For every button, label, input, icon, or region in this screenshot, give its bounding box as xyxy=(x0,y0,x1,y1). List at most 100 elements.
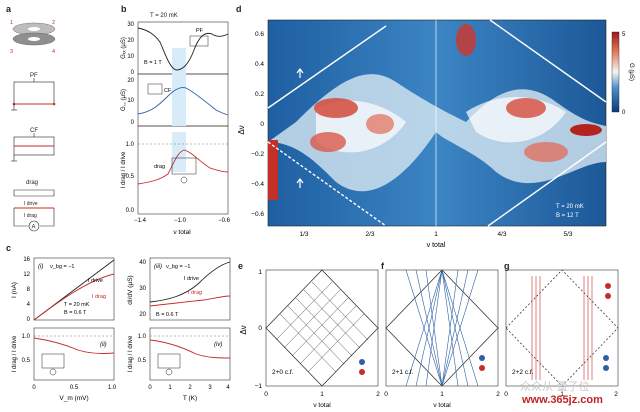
b-drag-label: drag xyxy=(154,164,165,170)
b-ytick-7: 0 xyxy=(131,120,135,126)
b-pf-label: PF xyxy=(196,28,204,34)
b-field-label: B = 1 T xyxy=(144,60,162,66)
b-ytick-6: 10 xyxy=(127,98,134,104)
efg-ylabel: Δν xyxy=(239,325,248,334)
g-xtick-1: 0 xyxy=(504,391,508,398)
gcc-curve xyxy=(137,87,229,116)
layer-dot-icon-f xyxy=(479,355,485,371)
c-idrive-label-2: I drive xyxy=(184,276,199,282)
b-ytick-9: 0.5 xyxy=(126,174,135,180)
c-xtick-r-4: 3 xyxy=(208,385,212,391)
d-xtick-4: 4/3 xyxy=(497,231,506,238)
panel-d-heatmap: 5 0 G (μS) 0.6 0.4 0.2 0 −0.2 −0.4 −0.6 … xyxy=(237,19,634,249)
g-xtick-3: 2 xyxy=(614,391,618,398)
c-ytick-iii-3: 20 xyxy=(139,312,146,318)
c-temp-label: T = 20 mK xyxy=(64,302,90,308)
c-i-label: (i) xyxy=(38,264,43,270)
c-xtick-l-1: 0 xyxy=(32,385,36,391)
c-field-label-1: B = 0.6 T xyxy=(64,310,87,316)
d-ytick-2: 0.4 xyxy=(255,61,264,68)
panel-label-b: b xyxy=(121,4,127,14)
b-ytick-8: 1.0 xyxy=(126,142,135,148)
c-field-label-2: B = 0.6 T xyxy=(156,312,179,318)
panel-efg-plots: 1 0 −1 Δν 0 1 2 0 1 2 0 1 2 ν total ν to… xyxy=(239,269,619,409)
b-xtick-3: −0.6 xyxy=(218,218,231,224)
c-xtick-r-5: 4 xyxy=(226,385,230,391)
f-xtick-1: 0 xyxy=(384,391,388,398)
f-xtick-2: 1 xyxy=(440,391,444,398)
panel-b-plots: 30 20 10 0 20 10 0 1.0 0.5 0.0 −1.4 −1.0… xyxy=(121,21,231,236)
c-ytick-i-4: 4 xyxy=(27,302,31,308)
b-xlabel: ν total xyxy=(173,229,191,236)
c-ylabel-i: I (nA) xyxy=(11,282,18,298)
e-xtick-2: 1 xyxy=(320,391,324,398)
panel-label-f: f xyxy=(381,261,384,271)
d-colorbar xyxy=(611,31,620,113)
panel-label-d: d xyxy=(236,4,242,14)
g-cf-label: 2+2 c.f. xyxy=(512,369,534,376)
contact-label-3: 3 xyxy=(10,49,13,55)
c-xtick-r-3: 2 xyxy=(188,385,192,391)
c-ytick-i-3: 8 xyxy=(27,287,31,293)
contact-label-1: 1 xyxy=(10,20,13,26)
panel-label-e: e xyxy=(238,261,244,271)
d-ytick-5: −0.2 xyxy=(251,151,264,158)
c-i-drag-curve xyxy=(33,273,115,321)
d-red-blob xyxy=(314,98,358,118)
d-ylabel: Δν xyxy=(237,125,246,134)
c-ytick-iii-1: 40 xyxy=(139,260,146,266)
c-ytick-lo-r-2: 0.5 xyxy=(138,358,147,364)
panel-label-g: g xyxy=(504,261,510,271)
c-vbg-label: ν_bg = −1 xyxy=(50,264,74,270)
b-ytick-4: 0 xyxy=(131,70,135,76)
b-ylabel-2: G꜀꜀ (μS) xyxy=(121,89,127,111)
layer-dot-icon-g xyxy=(603,283,611,371)
b-ytick-5: 20 xyxy=(127,78,134,84)
d-ytick-1: 0.6 xyxy=(255,31,264,38)
c-xtick-l-2: 0.5 xyxy=(70,385,79,391)
c-iii-label: (iii) xyxy=(154,264,162,270)
c-ytick-i-5: 0 xyxy=(27,317,31,323)
d-xtick-5: 5/3 xyxy=(563,231,572,238)
b-ytick-1: 30 xyxy=(127,22,134,28)
g-xtick-2: 1 xyxy=(560,391,564,398)
c-xtick-r-2: 1 xyxy=(168,385,172,391)
layer-dot-icon-e xyxy=(359,359,365,375)
b-ytick-3: 10 xyxy=(127,54,134,60)
b-xtick-2: −1.0 xyxy=(174,218,187,224)
drag-label: drag xyxy=(26,180,38,186)
f-cf-label: 2+1 c.f. xyxy=(392,369,414,376)
ammeter-icon xyxy=(28,220,40,232)
c-iii-drag-curve xyxy=(149,295,231,307)
c-ytick-iii-2: 30 xyxy=(139,286,146,292)
d-temp-label: T = 20 mK xyxy=(556,204,584,210)
d-ytick-3: 0.2 xyxy=(255,91,264,98)
pf-label: PF xyxy=(30,73,38,79)
e-xtick-1: 0 xyxy=(264,391,268,398)
f-xlabel: ν total xyxy=(433,402,451,409)
b-xtick-1: −1.4 xyxy=(134,218,147,224)
d-cbar-max: 5 xyxy=(622,32,626,38)
c-xtick-r-1: 0 xyxy=(148,385,152,391)
c-ylabel-iii: dI/dV (μS) xyxy=(127,275,134,304)
gxx-curve xyxy=(137,27,229,71)
c-iv-label: (iv) xyxy=(214,342,222,348)
b-ytick-10: 0.0 xyxy=(126,208,135,214)
panel-a-schematics: 1 2 3 4 PF CF drag I drive I drag A xyxy=(10,20,56,232)
idrag-label: I drag xyxy=(24,213,37,219)
panel-b-temp: T = 20 mK xyxy=(150,13,178,19)
b-ytick-2: 20 xyxy=(127,38,134,44)
f-xtick-3: 2 xyxy=(496,391,500,398)
watermark-brand: 众众从·量子位 xyxy=(520,381,590,393)
e-grid-lines xyxy=(275,281,369,373)
c-ylabel-lo-left: I drag / I drive xyxy=(12,335,18,372)
b-cf-label: CF xyxy=(164,88,172,94)
drag-ratio-curve xyxy=(137,149,229,185)
c-ii-label: (ii) xyxy=(100,342,107,348)
c-iv-curve xyxy=(149,339,231,359)
e-xtick-3: 2 xyxy=(376,391,380,398)
c-ytick-i-2: 12 xyxy=(23,272,30,278)
watermark-url: www.365jz.com xyxy=(522,394,603,406)
c-iii-drive-curve xyxy=(149,261,231,303)
contact-label-4: 4 xyxy=(52,49,55,55)
